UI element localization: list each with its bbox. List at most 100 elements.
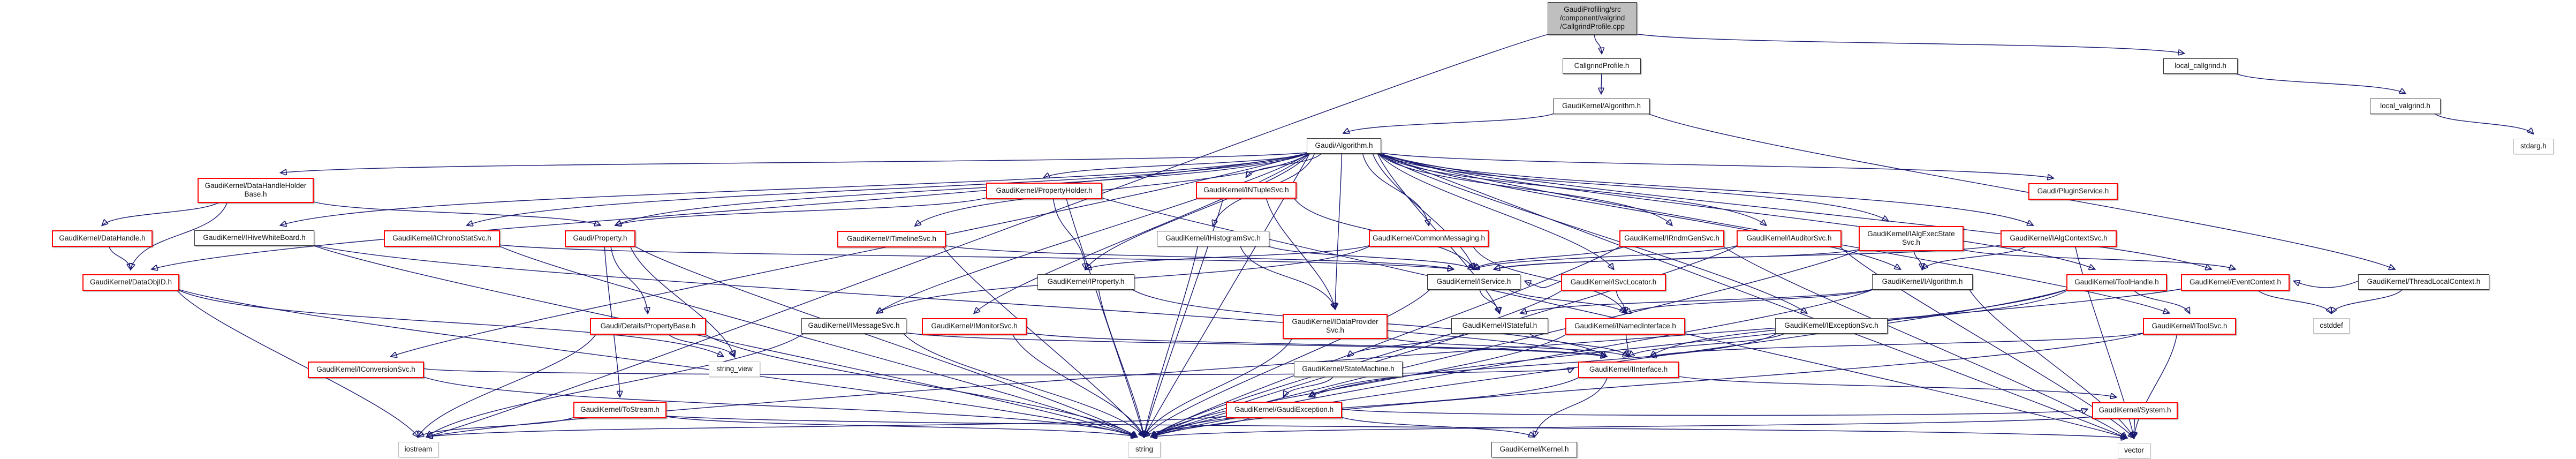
node-itimelinesvc-h[interactable]: GaudiKernel/ITimelineSvc.h — [837, 231, 946, 247]
dependency-edge-datahandleholderbase-h--gaudi-property-h — [309, 200, 601, 225]
node-threadlocalcontext-h[interactable]: GaudiKernel/ThreadLocalContext.h — [2358, 274, 2489, 290]
node-imonitorsvc-h[interactable]: GaudiKernel/IMonitorSvc.h — [922, 318, 1027, 335]
dependency-edge-irndmgensvc-h--vector — [1720, 244, 2127, 438]
dependency-edge-ialgorithm-h--inamedinterface-h — [1625, 288, 1876, 313]
node-system-h[interactable]: GaudiKernel/System.h — [2092, 402, 2178, 419]
dependency-edge-eventcontext-h--cstddef — [2256, 288, 2331, 313]
dependency-edge-gaudi-algorithm-h--itimelinesvc-h — [915, 152, 1310, 226]
node-toolhandle-h[interactable]: GaudiKernel/ToolHandle.h — [2066, 274, 2167, 291]
dependency-edge-gaudi-algorithm-h--datahandleholderbase-h — [281, 152, 1310, 173]
dependency-edge-idataprovidersvc-h--iinterface-h — [1383, 336, 1628, 357]
dependency-edge-gaudi-algorithm-h--commonmessaging-h — [1362, 152, 1429, 225]
node-pluginservice-h[interactable]: Gaudi/PluginService.h — [2028, 183, 2118, 200]
dependency-edge-gaudi-algorithm-h--iproperty-h — [1086, 152, 1311, 269]
dependency-edge-datahandleholderbase-h--dataobjid-h — [131, 200, 229, 269]
node-iproperty-h[interactable]: GaudiKernel/IProperty.h — [1037, 274, 1134, 290]
dependency-edge-itoolsvc-h--vector — [2134, 332, 2178, 438]
dependency-edge-ihistogramsvc-h--iservice-h — [1265, 244, 1474, 269]
dependency-edge-datahandle-h--dataobjid-h — [108, 244, 131, 269]
node-gaudikernel-algorithm-h[interactable]: GaudiKernel/Algorithm.h — [1553, 99, 1650, 114]
node-stdarg-h: stdarg.h — [2513, 139, 2554, 154]
node-dataobjid-h[interactable]: GaudiKernel/DataObjID.h — [82, 274, 179, 291]
dependency-edge-isvclocator-h--iservice-h — [1525, 281, 1562, 288]
dependency-edge-threadlocalcontext-h--eventcontext-h — [2294, 281, 2358, 288]
dependency-edge-gaudi-algorithm-h--vector — [1377, 152, 2127, 438]
dependency-edge-gaudiexception-h--iostream — [427, 415, 1230, 437]
node-string: string — [1128, 442, 1161, 457]
dependency-edge-imonitorsvc-h--iinterface-h — [1022, 332, 1607, 357]
dependency-edge-istateful-h--statemachine-h — [1348, 332, 1467, 357]
node-ichronostatsvc-h[interactable]: GaudiKernel/IChronoStatSvc.h — [384, 230, 500, 247]
node-iservice-h[interactable]: GaudiKernel/IService.h — [1427, 274, 1520, 290]
dependency-edge-imonitorsvc-h--string — [1011, 332, 1144, 437]
dependency-edge-commonmessaging-h--iproperty-h — [1086, 244, 1373, 269]
node-statemachine-h[interactable]: GaudiKernel/StateMachine.h — [1294, 362, 1403, 377]
dependency-edge-iinterface-h--system-h — [1675, 375, 2116, 397]
dependency-edge-callgrindprofile-h--gaudikernel-algorithm-h — [1601, 72, 1602, 94]
node-gaudi-algorithm-h[interactable]: Gaudi/Algorithm.h — [1307, 138, 1381, 154]
dependency-edge-iservice-h--string — [1144, 288, 1431, 437]
dependency-edge-gaudi-algorithm-h--iexceptionsvc-h — [1377, 152, 1807, 313]
dependency-edge-root-cpp--iostream — [427, 33, 1551, 437]
node-eventcontext-h[interactable]: GaudiKernel/EventContext.h — [2181, 274, 2290, 291]
node-local-callgrind-h[interactable]: local_callgrind.h — [2163, 58, 2238, 74]
dependency-edge-propertybase-h--iostream — [418, 332, 598, 437]
dependency-edge-threadlocalcontext-h--cstddef — [2331, 288, 2404, 313]
dependency-edge-iservice-h--istateful-h — [1479, 288, 1499, 313]
dependency-edge-gaudi-algorithm-h--imonitorsvc-h — [974, 152, 1310, 313]
dependency-edge-gaudi-algorithm-h--ialgcontextsvc-h — [1377, 152, 2033, 225]
dependency-edge-tostream-h--iostream — [418, 415, 578, 437]
dependency-edge-gaudiexception-h--system-h — [1342, 409, 2088, 416]
dependency-edge-gaudiexception-h--string — [1144, 415, 1254, 437]
node-itoolsvc-h[interactable]: GaudiKernel/IToolSvc.h — [2143, 318, 2236, 335]
node-imessagesvc-h[interactable]: GaudiKernel/IMessageSvc.h — [801, 318, 906, 334]
node-commonmessaging-h[interactable]: GaudiKernel/CommonMessaging.h — [1369, 230, 1489, 247]
node-ialgexecstatesvc-h[interactable]: GaudiKernel/IAlgExecState Svc.h — [1859, 226, 1964, 251]
node-datahandle-h[interactable]: GaudiKernel/DataHandle.h — [52, 230, 153, 247]
node-idataprovidersvc-h[interactable]: GaudiKernel/IDataProvider Svc.h — [1283, 314, 1388, 339]
dependency-edge-imessagesvc-h--iinterface-h — [902, 332, 1607, 357]
node-ialgcontextsvc-h[interactable]: GaudiKernel/IAlgContextSvc.h — [2001, 230, 2117, 247]
dependency-edge-gaudi-property-h--string — [631, 244, 1137, 437]
dependency-edge-gaudi-algorithm-h--gaudi-property-h — [616, 152, 1310, 225]
dependency-edge-gaudi-property-h--propertybase-h — [610, 244, 648, 313]
node-iinterface-h[interactable]: GaudiKernel/IInterface.h — [1578, 362, 1679, 378]
node-kernel-h[interactable]: GaudiKernel/Kernel.h — [1491, 442, 1577, 457]
dependency-edge-propertyholder-h--iproperty-h — [1052, 197, 1086, 269]
node-ihistogramsvc-h[interactable]: GaudiKernel/IHistogramSvc.h — [1157, 231, 1269, 246]
node-ihivewhiteboard-h[interactable]: GaudiKernel/IHiveWhiteBoard.h — [194, 230, 314, 246]
dependency-edge-iauditorsvc-h--vector — [1837, 244, 2134, 438]
node-irndmgensvc-h[interactable]: GaudiKernel/IRndmGenSvc.h — [1619, 230, 1724, 247]
node-ialgorithm-h[interactable]: GaudiKernel/IAlgorithm.h — [1872, 274, 1973, 290]
node-local-valgrind-h[interactable]: local_valgrind.h — [2370, 99, 2441, 114]
node-gaudi-property-h[interactable]: Gaudi/Property.h — [565, 230, 635, 247]
dependency-edge-dataobjid-h--iostream — [175, 288, 419, 437]
dependency-edge-inamedinterface-h--iinterface-h — [1626, 332, 1628, 357]
node-propertybase-h[interactable]: Gaudi/Details/PropertyBase.h — [590, 318, 706, 335]
node-iconversionsvc-h[interactable]: GaudiKernel/IConversionSvc.h — [308, 362, 424, 378]
node-isvclocator-h[interactable]: GaudiKernel/ISvcLocator.h — [1561, 274, 1666, 291]
node-root-cpp[interactable]: GaudiProfiling/src /component/valgrind /… — [1548, 2, 1637, 35]
dependency-edge-ialgexecstatesvc-h--eventcontext-h — [1959, 248, 2235, 269]
node-iauditorsvc-h[interactable]: GaudiKernel/IAuditorSvc.h — [1737, 230, 1842, 247]
dependency-edge-gaudi-algorithm-h--string — [1144, 152, 1311, 437]
dependency-edge-gaudikernel-algorithm-h--threadlocalcontext-h — [1646, 112, 2395, 269]
node-callgrindprofile-h[interactable]: CallgrindProfile.h — [1563, 58, 1641, 74]
node-tostream-h[interactable]: GaudiKernel/ToStream.h — [573, 402, 666, 418]
dependency-edge-gaudi-algorithm-h--pluginservice-h — [1377, 152, 2054, 178]
dependency-edge-datahandleholderbase-h--datahandle-h — [102, 200, 222, 225]
dependency-edge-ialgexecstatesvc-h--string — [1151, 248, 1863, 437]
node-datahandleholderbase-h[interactable]: GaudiKernel/DataHandleHolder Base.h — [198, 178, 314, 203]
dependency-edge-dataobjid-h--string-view — [175, 288, 723, 357]
node-iexceptionsvc-h[interactable]: GaudiKernel/IExceptionSvc.h — [1775, 318, 1888, 334]
node-istateful-h[interactable]: GaudiKernel/IStateful.h — [1451, 318, 1548, 334]
node-gaudiexception-h[interactable]: GaudiKernel/GaudiException.h — [1226, 402, 1342, 418]
node-propertyholder-h[interactable]: GaudiKernel/PropertyHolder.h — [986, 183, 1102, 199]
dependency-edge-propertybase-h--string — [702, 332, 1137, 437]
node-intuplesvc-h[interactable]: GaudiKernel/INTupleSvc.h — [1196, 182, 1297, 199]
dependency-edge-itoolsvc-h--iinterface-h — [1650, 332, 2147, 357]
node-inamedinterface-h[interactable]: GaudiKernel/INamedInterface.h — [1565, 318, 1685, 335]
dependency-edge-intuplesvc-h--string — [1144, 196, 1224, 437]
